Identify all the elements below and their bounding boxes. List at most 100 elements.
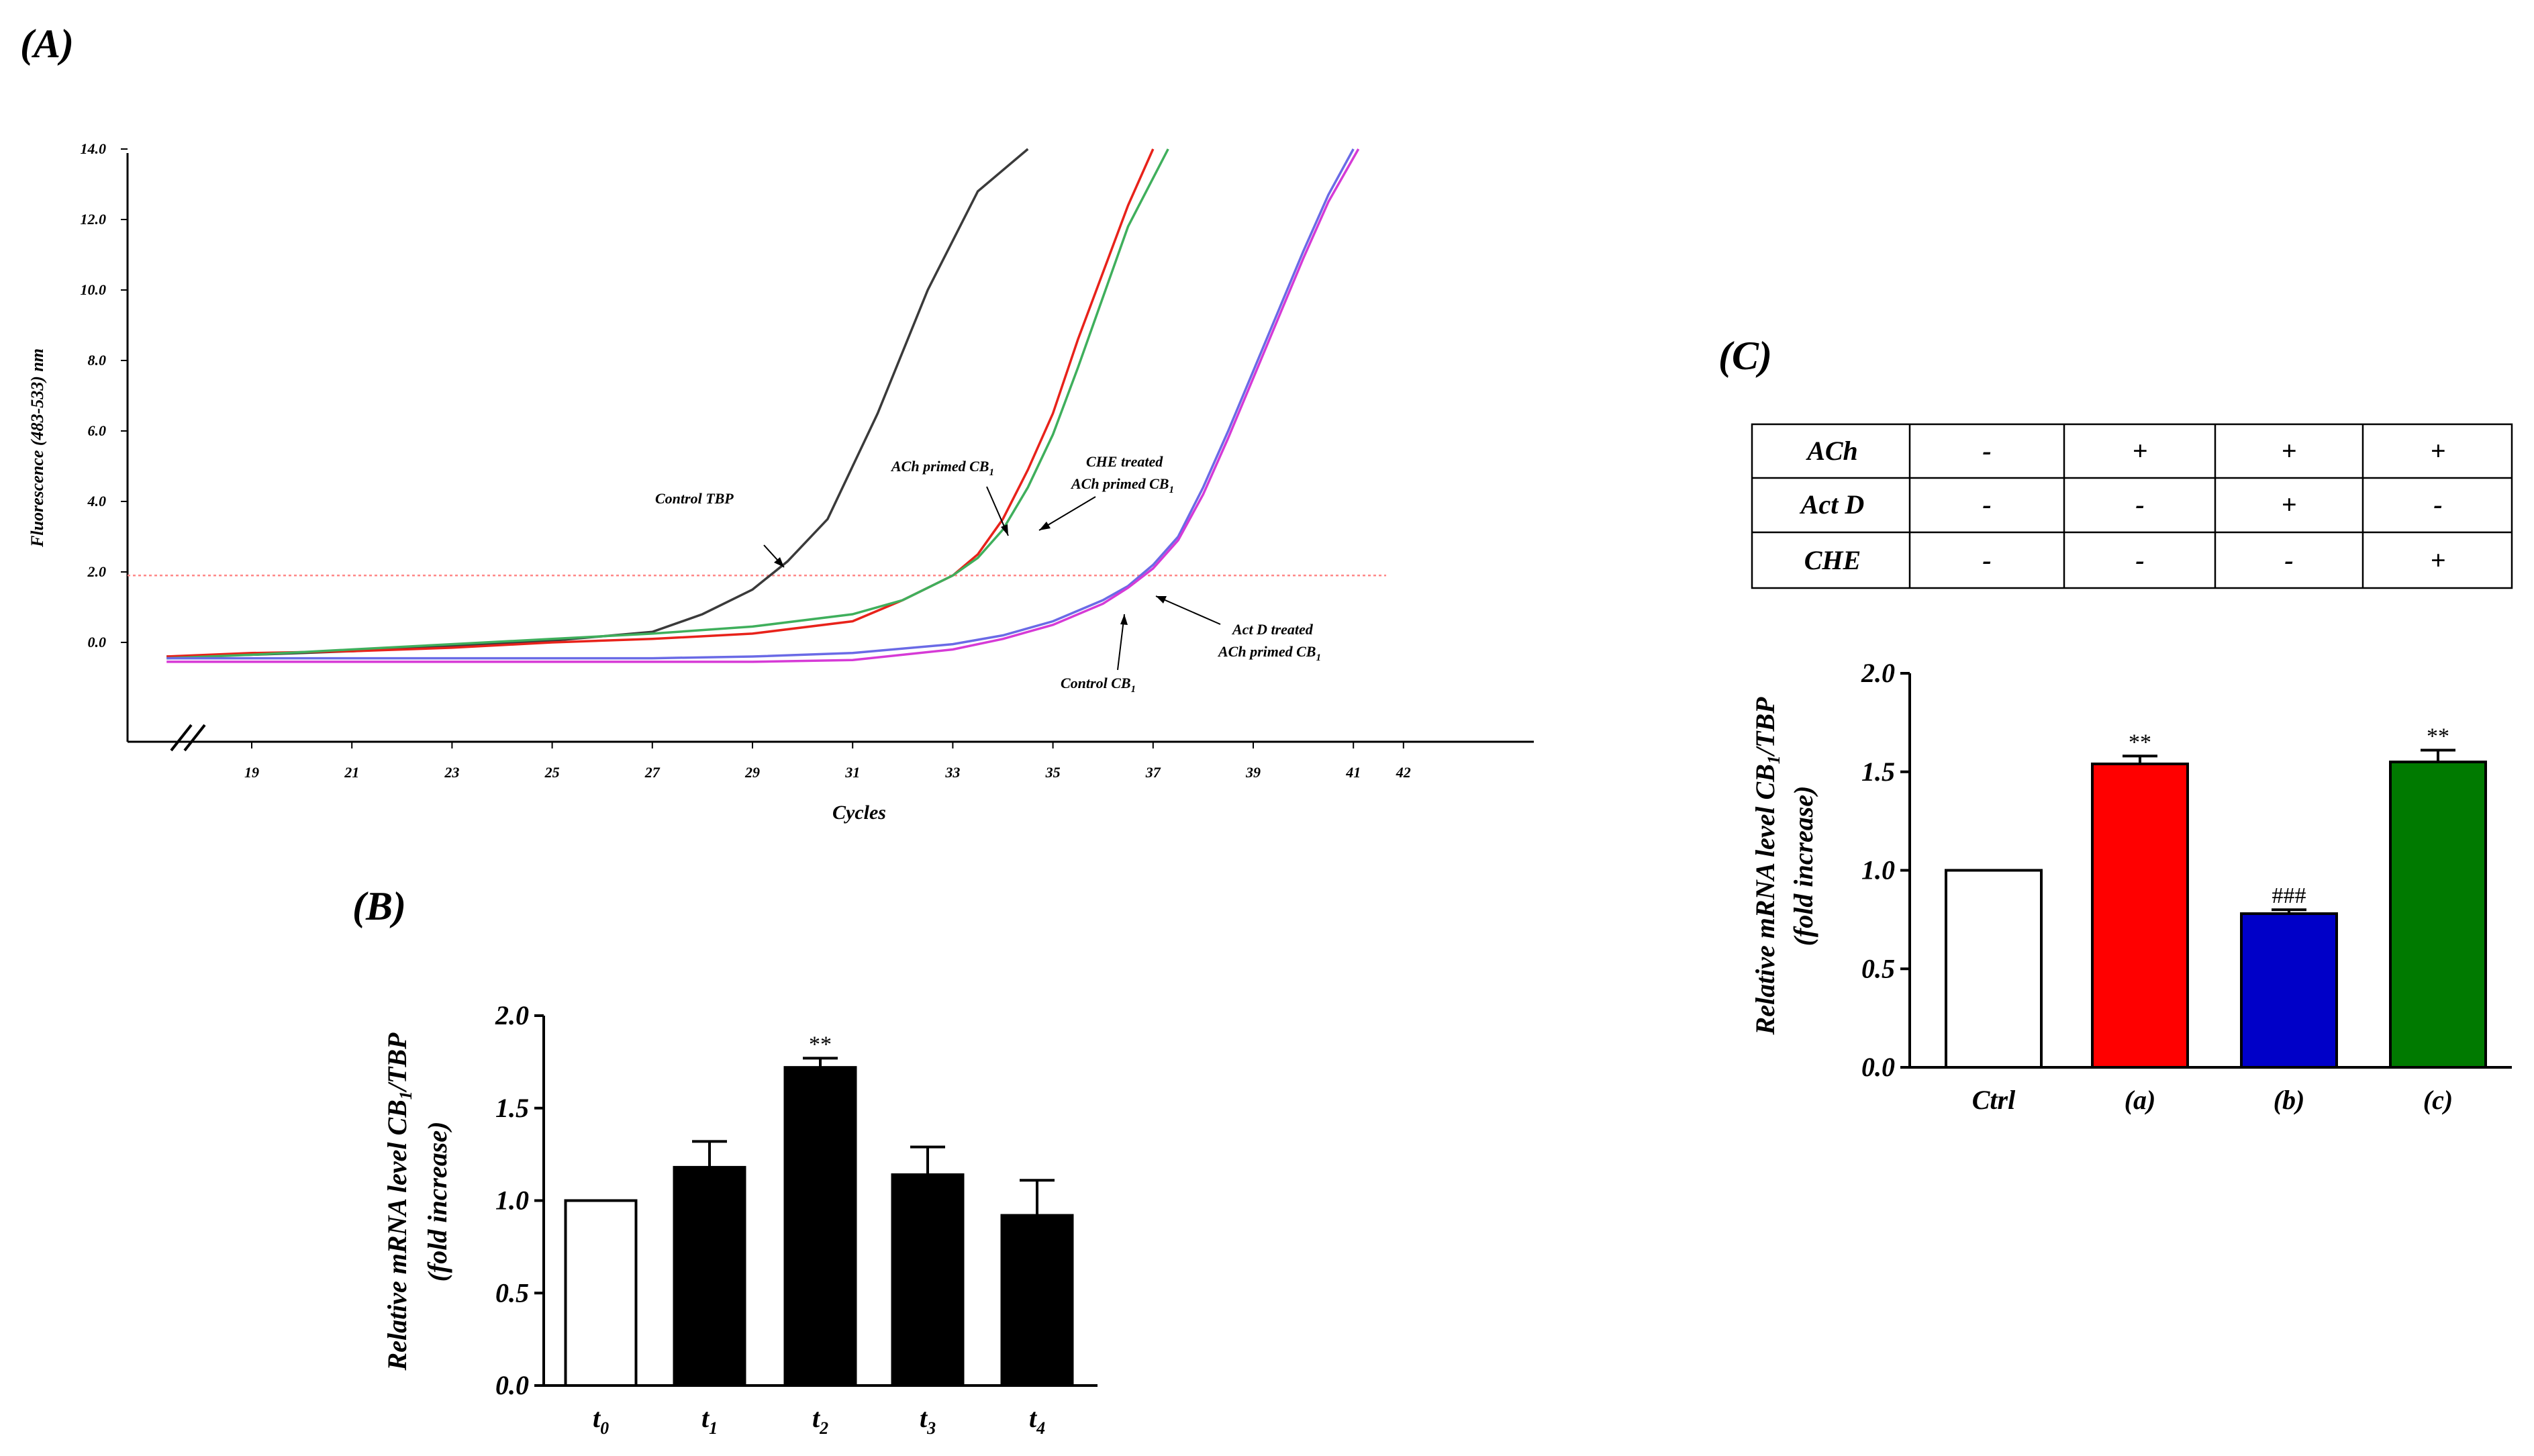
c-bar-0 [1945, 869, 2043, 1069]
arrowhead-actd [1156, 596, 1167, 603]
b-y-axis-title-line1: Relative mRNA level CB1/TBP [382, 1032, 416, 1371]
annotation-actd-line1: Act D treated [1231, 621, 1314, 638]
c-y-axis-title-line2: (fold increase) [1788, 786, 1818, 947]
arrowhead-control-cb1 [1120, 614, 1128, 625]
c-y-axis-title-line1: Relative mRNA level CB1/TBP [1750, 697, 1784, 1036]
panel-b-label: (B) [352, 884, 406, 928]
c-significance-marker: ** [2427, 724, 2449, 748]
treatment-table: ACh - + + + Act D - - + - CHE - - - + [1751, 423, 2513, 589]
c-y-tick-label: 1.0 [1861, 855, 1895, 885]
series-line-3 [166, 148, 1355, 660]
a-x-tick-label: 23 [444, 764, 459, 781]
table-cell: + [2431, 545, 2446, 575]
a-y-tick-label: 2.0 [87, 563, 107, 580]
b-category-label: t1 [701, 1403, 718, 1438]
table-cell: - [2433, 489, 2442, 520]
panel-a-label: (A) [20, 21, 74, 66]
arrowhead-ach-primed [1001, 524, 1008, 536]
c-significance-marker: ### [2272, 883, 2306, 908]
b-significance-marker: ** [809, 1032, 832, 1057]
annotation-control-tbp: Control TBP [655, 490, 734, 507]
a-y-tick-label: 12.0 [81, 211, 107, 228]
table-cell: + [2282, 489, 2297, 520]
c-significance-marker: ** [2129, 730, 2151, 755]
table-row-label-actd: Act D [1799, 489, 1864, 520]
table-cell: + [2431, 436, 2446, 466]
a-x-tick-label: 37 [1145, 764, 1161, 781]
c-category-label: Ctrl [1972, 1085, 2016, 1115]
a-x-tick-label: 41 [1345, 764, 1361, 781]
arrow-actd [1155, 595, 1221, 625]
c-y-tick-label: 0.5 [1861, 953, 1895, 983]
a-y-tick-label: 4.0 [87, 493, 107, 509]
a-x-tick-label: 29 [744, 764, 760, 781]
annotation-che-line2: ACh primed CB1 [1070, 475, 1174, 495]
a-x-tick-label: 35 [1045, 764, 1061, 781]
a-y-axis-title: Fluorescence (483-533) nm [28, 348, 47, 548]
b-bar-0 [564, 1199, 638, 1387]
table-cell: + [2133, 436, 2148, 466]
a-x-tick-label: 19 [244, 764, 259, 781]
table-cell: - [1982, 436, 1991, 466]
b-bar-3 [891, 1173, 965, 1388]
annotation-ach-primed: ACh primed CB1 [890, 458, 994, 478]
a-x-tick-label: 27 [644, 764, 661, 781]
table-cell: - [2135, 489, 2144, 520]
c-bar-3 [2389, 761, 2487, 1069]
c-bar-2 [2240, 912, 2338, 1069]
table-cell: - [2135, 545, 2144, 575]
a-x-tick-label: 39 [1245, 764, 1261, 781]
annotation-control-cb1: Control CB1 [1061, 675, 1136, 695]
a-x-tick-label: 21 [344, 764, 359, 781]
table-row-label-ach: ACh [1805, 436, 1858, 466]
a-y-tick-label: 10.0 [81, 281, 107, 298]
table-cell: - [1982, 489, 1991, 520]
panel-c-label: (C) [1718, 334, 1772, 378]
b-y-tick-label: 2.0 [495, 1000, 529, 1030]
a-y-tick-label: 8.0 [88, 352, 107, 369]
b-y-axis-title-line2: (fold increase) [422, 1122, 452, 1282]
b-y-tick-label: 1.5 [495, 1093, 529, 1123]
c-category-label: (b) [2274, 1085, 2305, 1115]
b-category-label: t0 [593, 1403, 609, 1438]
b-bar-4 [1000, 1214, 1074, 1388]
annotation-actd-line2: ACh primed CB1 [1217, 643, 1321, 663]
arrowhead-che [1039, 522, 1051, 530]
a-y-tick-label: 14.0 [81, 140, 107, 157]
bar-chart-b: 0.0 0.5 1.0 1.5 2.0 t0 t1 ** t2 t3 t4 Relative mR… [382, 1000, 1098, 1438]
b-y-tick-label: 0.5 [495, 1277, 529, 1308]
b-bar-1 [673, 1165, 746, 1388]
b-category-label: t3 [920, 1403, 936, 1438]
b-y-tick-label: 1.0 [495, 1185, 529, 1216]
c-category-label: (c) [2423, 1085, 2453, 1115]
a-y-tick-label: 0.0 [88, 634, 107, 650]
table-cell: - [2284, 545, 2293, 575]
c-y-tick-label: 1.5 [1861, 757, 1895, 787]
b-y-tick-label: 0.0 [495, 1370, 529, 1400]
arrowhead-control-tbp [774, 557, 784, 567]
table-cell: - [1982, 545, 1991, 575]
b-category-label: t4 [1029, 1403, 1045, 1438]
a-x-tick-label: 33 [944, 764, 960, 781]
c-y-tick-label: 0.0 [1861, 1052, 1895, 1082]
series-line-2 [166, 148, 1169, 660]
a-x-axis-title: Cycles [832, 802, 886, 824]
c-category-label: (a) [2125, 1085, 2156, 1115]
table-row-label-che: CHE [1804, 545, 1861, 575]
amplification-chart: 0.0 2.0 4.0 6.0 8.0 10.0 12.0 14.0 19 21 23 25 27 29… [28, 140, 1534, 824]
arrow-che [1038, 496, 1096, 531]
annotation-che-line1: CHE treated [1086, 453, 1163, 470]
a-x-tick-label: 25 [544, 764, 560, 781]
b-category-label: t2 [812, 1403, 828, 1438]
a-x-tick-label: 31 [844, 764, 860, 781]
bar-chart-c: ACh - + + + Act D - - + - CHE - - - + 0.… [1750, 423, 2513, 1115]
a-x-tick-label: 42 [1396, 764, 1411, 781]
c-bar-1 [2091, 763, 2189, 1069]
series-line-1 [166, 148, 1155, 658]
axis-break-1 [170, 724, 193, 752]
a-y-tick-label: 6.0 [88, 422, 107, 439]
series-line-0 [166, 148, 1029, 658]
c-y-tick-label: 2.0 [1861, 658, 1895, 688]
b-bar-2 [783, 1066, 857, 1387]
